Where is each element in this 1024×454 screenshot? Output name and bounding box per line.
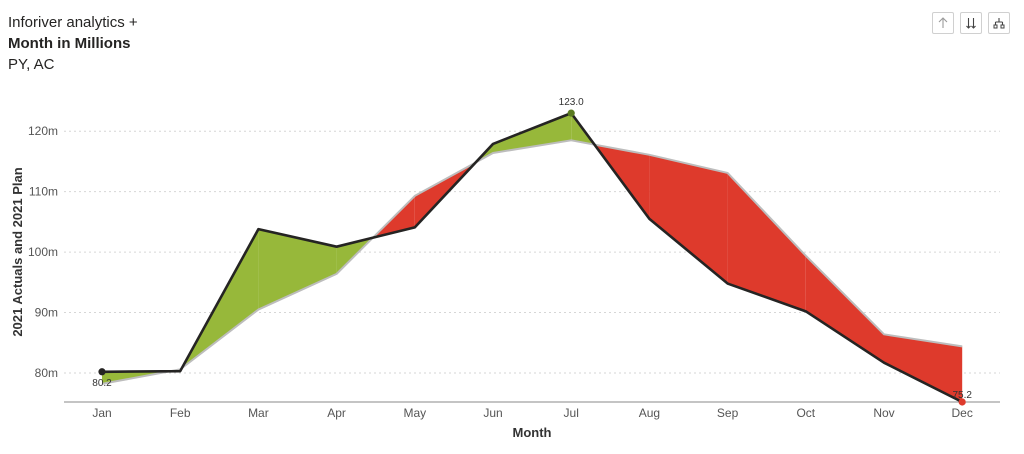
hierarchy-icon xyxy=(993,17,1005,29)
variance-area xyxy=(805,255,884,363)
variance-area xyxy=(258,229,337,310)
x-tick-label: Aug xyxy=(639,406,660,420)
x-tick-label: Apr xyxy=(327,406,346,420)
x-tick-label: Dec xyxy=(952,406,973,420)
actual-series-line xyxy=(101,111,963,404)
chart-title: Inforiver analytics + Month in Millions … xyxy=(8,12,138,75)
x-tick-label: Nov xyxy=(873,406,894,420)
variance-area xyxy=(884,334,963,402)
y-tick-label: 90m xyxy=(35,306,58,320)
y-tick-label: 110m xyxy=(29,185,58,199)
expand-down-button[interactable] xyxy=(960,12,982,34)
x-tick-label: Oct xyxy=(796,406,815,420)
chart-toolbar xyxy=(932,12,1010,34)
x-tick-label: Mar xyxy=(248,406,269,420)
data-label: 75.2 xyxy=(952,390,972,401)
x-tick-label: Feb xyxy=(170,406,191,420)
x-axis-title: Month xyxy=(513,425,552,440)
data-label: 123.0 xyxy=(559,97,584,108)
title-line-2: Month in Millions xyxy=(8,35,131,52)
x-tick-label: Sep xyxy=(717,406,739,420)
x-tick-label: Jun xyxy=(483,406,502,420)
data-point-marker xyxy=(958,398,966,406)
variance-area xyxy=(727,172,806,312)
data-point-marker xyxy=(567,109,575,117)
title-line-3: PY, AC xyxy=(8,56,55,73)
y-tick-label: 100m xyxy=(28,245,58,259)
drill-up-button[interactable] xyxy=(932,12,954,34)
x-tick-label: Jul xyxy=(564,406,579,420)
arrow-up-icon xyxy=(937,17,949,29)
data-label: 80.2 xyxy=(92,378,112,389)
y-tick-label: 120m xyxy=(28,124,58,138)
x-tick-label: May xyxy=(403,406,426,420)
title-line-1: Inforiver analytics + xyxy=(8,14,138,31)
data-point-marker xyxy=(98,368,106,376)
sort-descending-icon xyxy=(965,17,977,29)
x-tick-label: Jan xyxy=(92,406,111,420)
y-tick-label: 80m xyxy=(35,366,58,380)
y-axis-title: 2021 Actuals and 2021 Plan xyxy=(10,167,25,336)
plan-series-line xyxy=(101,139,963,385)
variance-area xyxy=(649,154,728,284)
expand-hierarchy-button[interactable] xyxy=(988,12,1010,34)
